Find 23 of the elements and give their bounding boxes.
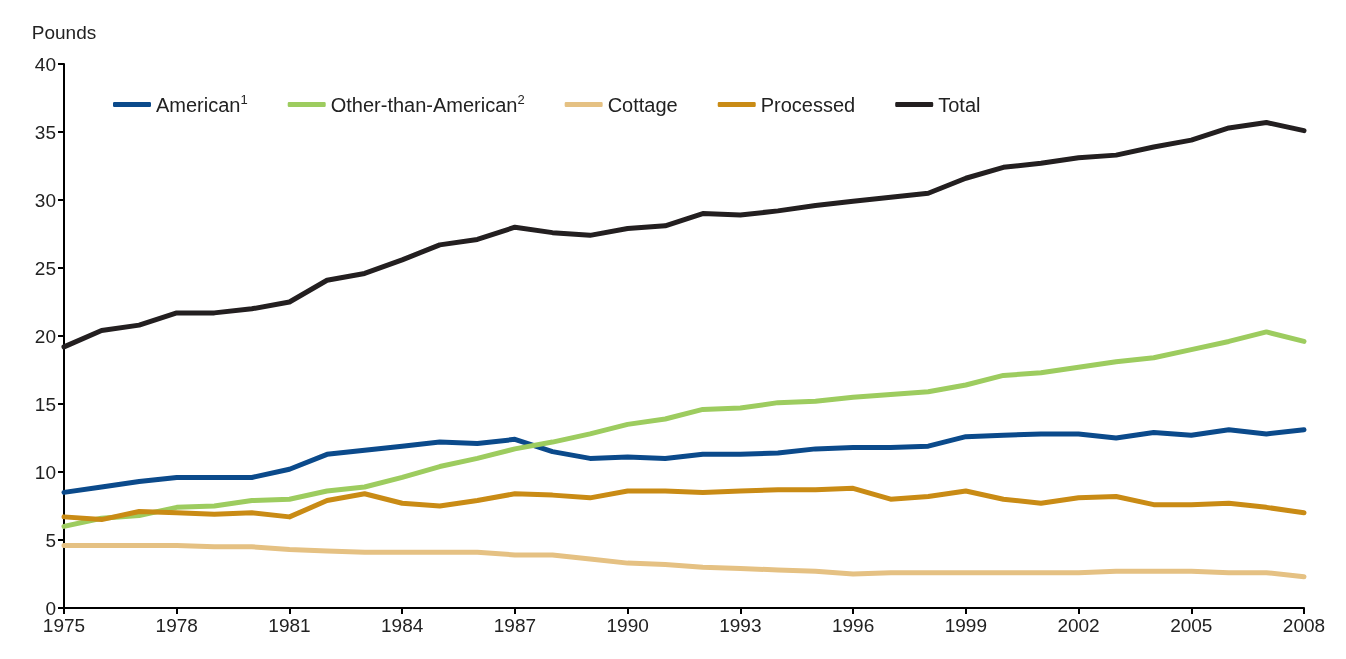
y-tick-label: 15 [34,393,56,415]
x-tick-label: 1981 [268,615,311,636]
y-tick-label: 25 [34,257,56,279]
y-tick-label: 20 [34,325,56,347]
x-tick-label: 1993 [719,615,762,636]
y-tick-label: 35 [34,121,56,143]
x-tick-label: 1990 [606,615,649,636]
legend-label: Processed [760,93,856,116]
x-tick-label: 1978 [155,615,198,636]
x-tick-label: 1996 [831,615,875,636]
y-tick-label: 10 [34,461,56,483]
x-tick-label: 2002 [1057,615,1100,636]
legend-label: Total [938,93,981,116]
x-tick-label: 2005 [1170,615,1213,636]
x-tick-label: 1987 [493,615,537,636]
y-tick-label: 5 [45,529,56,551]
y-axis-title: Pounds [31,22,97,43]
y-tick-label: 40 [34,53,56,75]
legend-label: Cottage [607,93,678,116]
x-tick-label: 1984 [381,615,424,636]
x-tick-label: 2008 [1282,615,1326,636]
x-tick-label: 1999 [944,615,987,636]
y-tick-label: 30 [34,189,56,211]
